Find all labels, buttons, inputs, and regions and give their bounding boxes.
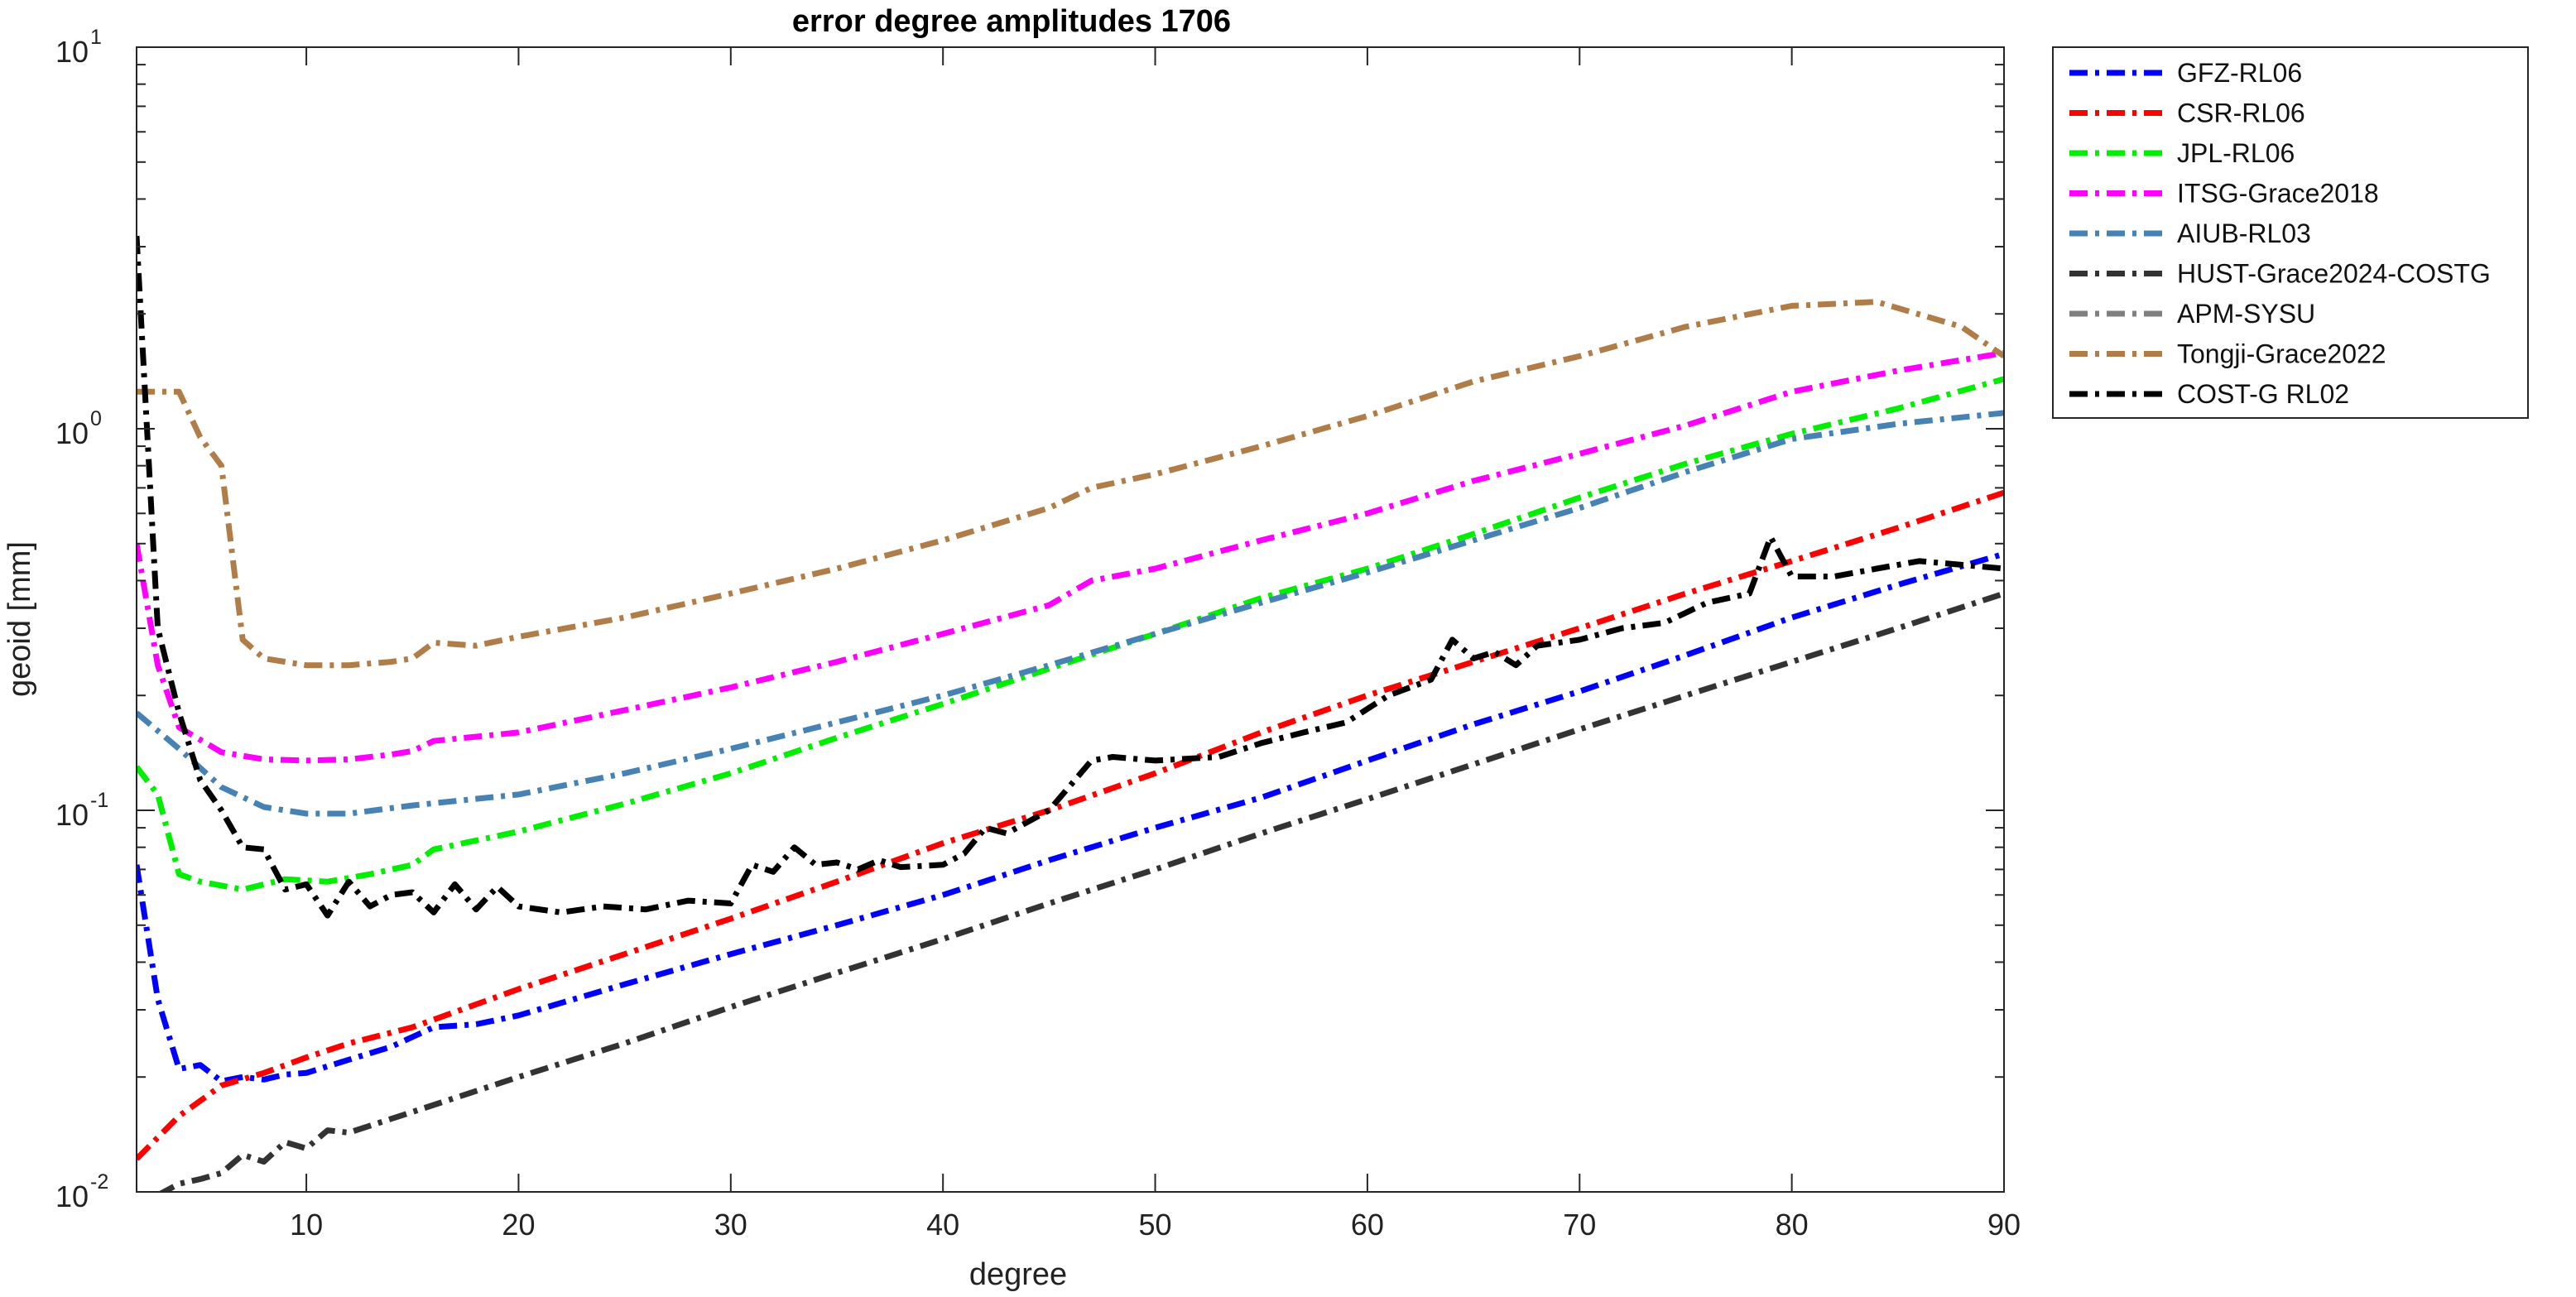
legend-label: ITSG-Grace2018 — [2177, 179, 2379, 209]
plot-frame — [136, 46, 2005, 1193]
legend-label: GFZ-RL06 — [2177, 58, 2302, 88]
chart-title: error degree amplitudes 1706 — [792, 4, 1231, 39]
series-line-itsg-grace2018 — [137, 349, 2004, 764]
series-line-tongji-grace2022 — [137, 299, 2004, 669]
legend-item: Tongji-Grace2022 — [2069, 339, 2386, 369]
series-layer — [137, 235, 2004, 1192]
legend-label: JPL-RL06 — [2177, 138, 2295, 168]
x-axis-label: degree — [969, 1257, 1067, 1292]
y-axis-label: geoid [mm] — [2, 541, 37, 697]
legend-label: APM-SYSU — [2177, 299, 2315, 329]
y-tick-base: 10 — [55, 1179, 89, 1213]
legend-label: AIUB-RL03 — [2177, 219, 2311, 248]
x-tick-label: 30 — [714, 1208, 747, 1242]
series-line-jpl-rl06 — [137, 376, 2004, 893]
x-tick-label: 90 — [1987, 1208, 2021, 1242]
legend-item: CSR-RL06 — [2069, 98, 2305, 128]
x-tick-label: 50 — [1139, 1208, 1172, 1242]
x-tick-label: 80 — [1776, 1208, 1809, 1242]
legend-item: JPL-RL06 — [2069, 138, 2295, 168]
x-tick-label: 60 — [1351, 1208, 1384, 1242]
y-tick-exponent: -1 — [90, 789, 108, 812]
y-tick-exponent: 1 — [90, 26, 102, 49]
series-line-cost-g-rl02 — [137, 235, 2004, 919]
legend-label: HUST-Grace2024-COSTG — [2177, 259, 2491, 289]
x-tick-label: 70 — [1563, 1208, 1596, 1242]
x-tick-label: 20 — [502, 1208, 535, 1242]
series-line-hust-grace2024-costg — [157, 590, 2004, 1192]
y-tick-label: 10 -1 — [55, 789, 108, 832]
legend-item: APM-SYSU — [2069, 299, 2315, 329]
legend-item: AIUB-RL03 — [2069, 219, 2311, 248]
legend-item: HUST-Grace2024-COSTG — [2069, 259, 2491, 289]
plot-area — [137, 47, 2004, 1192]
y-tick-base: 10 — [55, 798, 89, 832]
series-line-csr-rl06 — [137, 489, 2004, 1161]
y-tick-exponent: -2 — [90, 1170, 108, 1194]
legend: GFZ-RL06 CSR-RL06 JPL-RL06 ITSG-Grace2018 AI… — [2052, 46, 2529, 419]
series-line-aiub-rl03 — [137, 410, 2004, 817]
y-tick-label: 10 0 — [55, 407, 102, 450]
legend-label: CSR-RL06 — [2177, 98, 2305, 128]
legend-item: COST-G RL02 — [2069, 379, 2349, 409]
legend-box — [2052, 46, 2529, 419]
x-tick-label: 40 — [926, 1208, 959, 1242]
legend-item: GFZ-RL06 — [2069, 58, 2302, 88]
y-tick-base: 10 — [55, 416, 89, 450]
legend-label: Tongji-Grace2022 — [2177, 339, 2386, 369]
legend-label: COST-G RL02 — [2177, 379, 2349, 409]
legend-item: ITSG-Grace2018 — [2069, 179, 2379, 209]
series-line-gfz-rl06 — [137, 550, 2004, 1084]
y-tick-exponent: 0 — [90, 407, 102, 430]
y-tick-label: 10 -2 — [55, 1170, 108, 1213]
y-tick-base: 10 — [55, 35, 89, 69]
y-tick-label: 10 1 — [55, 26, 102, 69]
x-tick-label: 10 — [290, 1208, 323, 1242]
